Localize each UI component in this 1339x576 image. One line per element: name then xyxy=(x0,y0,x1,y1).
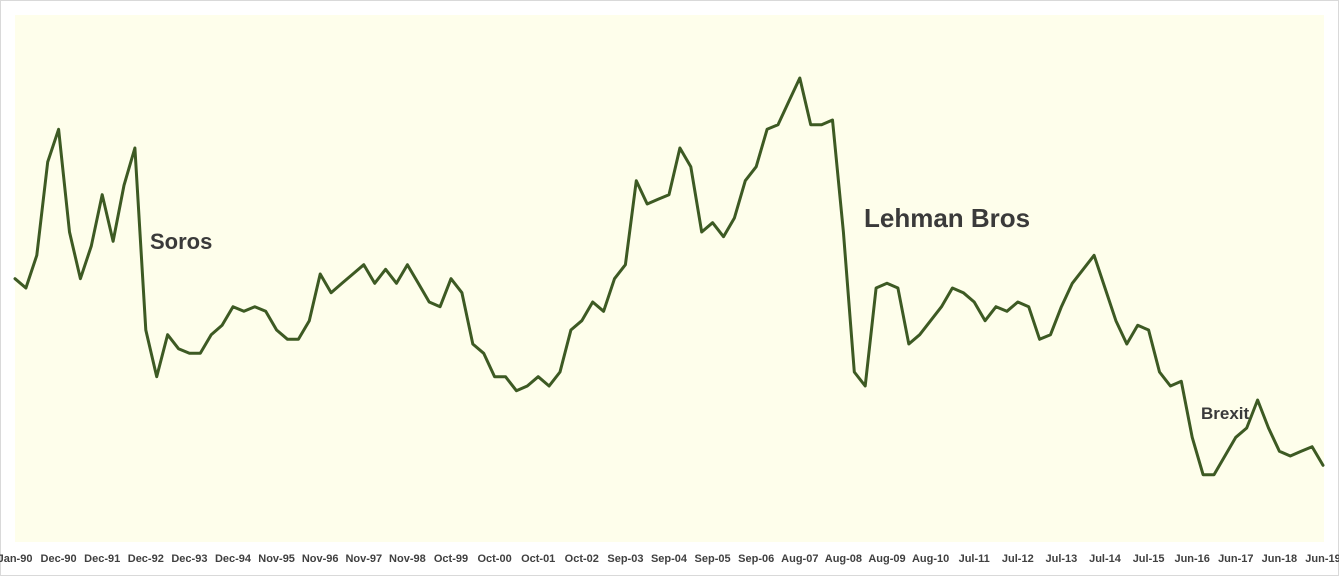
annotation: Lehman Bros xyxy=(864,203,1030,233)
x-tick-label: Aug-07 xyxy=(781,553,818,565)
x-tick-label: Oct-02 xyxy=(565,553,599,565)
line xyxy=(13,76,1325,477)
x-tick-label: Jul-12 xyxy=(1002,553,1034,565)
x-tick-label: Sep-05 xyxy=(695,553,731,565)
x-tick-label: Jun-19 xyxy=(1305,553,1339,565)
x-tick-label: Nov-96 xyxy=(302,553,339,565)
x-tick-label: Dec-94 xyxy=(215,553,252,565)
x-tick-label: Jul-11 xyxy=(959,553,990,565)
x-tick-label: Jun-18 xyxy=(1262,553,1297,565)
annotation: Soros xyxy=(150,229,212,254)
x-tick-label: Aug-08 xyxy=(825,553,862,565)
x-tick-label: Jul-15 xyxy=(1133,553,1165,565)
x-tick-label: Oct-99 xyxy=(434,553,468,565)
x-tick-label: Nov-95 xyxy=(258,553,295,565)
annotation: Brexit xyxy=(1201,404,1250,423)
plot-area xyxy=(15,15,1324,542)
x-tick-label: Dec-90 xyxy=(41,553,77,565)
x-tick-label: Sep-06 xyxy=(738,553,774,565)
x-tick-label: Jun-16 xyxy=(1174,553,1209,565)
x-tick-label: Dec-93 xyxy=(171,553,207,565)
x-tick-label: Jul-13 xyxy=(1046,553,1078,565)
x-tick-label: Aug-10 xyxy=(912,553,949,565)
x-tick-label: Dec-91 xyxy=(84,553,120,565)
x-tick-label: Nov-98 xyxy=(389,553,426,565)
x-tick-label: Nov-97 xyxy=(345,553,382,565)
x-tick-label: Oct-01 xyxy=(521,553,555,565)
x-tick-label: Jul-14 xyxy=(1089,553,1122,565)
x-tick-label: Dec-92 xyxy=(128,553,164,565)
x-tick-label: Oct-00 xyxy=(477,553,511,565)
x-tick-label: Jan-90 xyxy=(0,553,32,565)
x-tick-label: Sep-04 xyxy=(651,553,688,565)
x-tick-label: Jun-17 xyxy=(1218,553,1253,565)
x-tick-label: Sep-03 xyxy=(607,553,643,565)
x-tick-label: Aug-09 xyxy=(868,553,905,565)
